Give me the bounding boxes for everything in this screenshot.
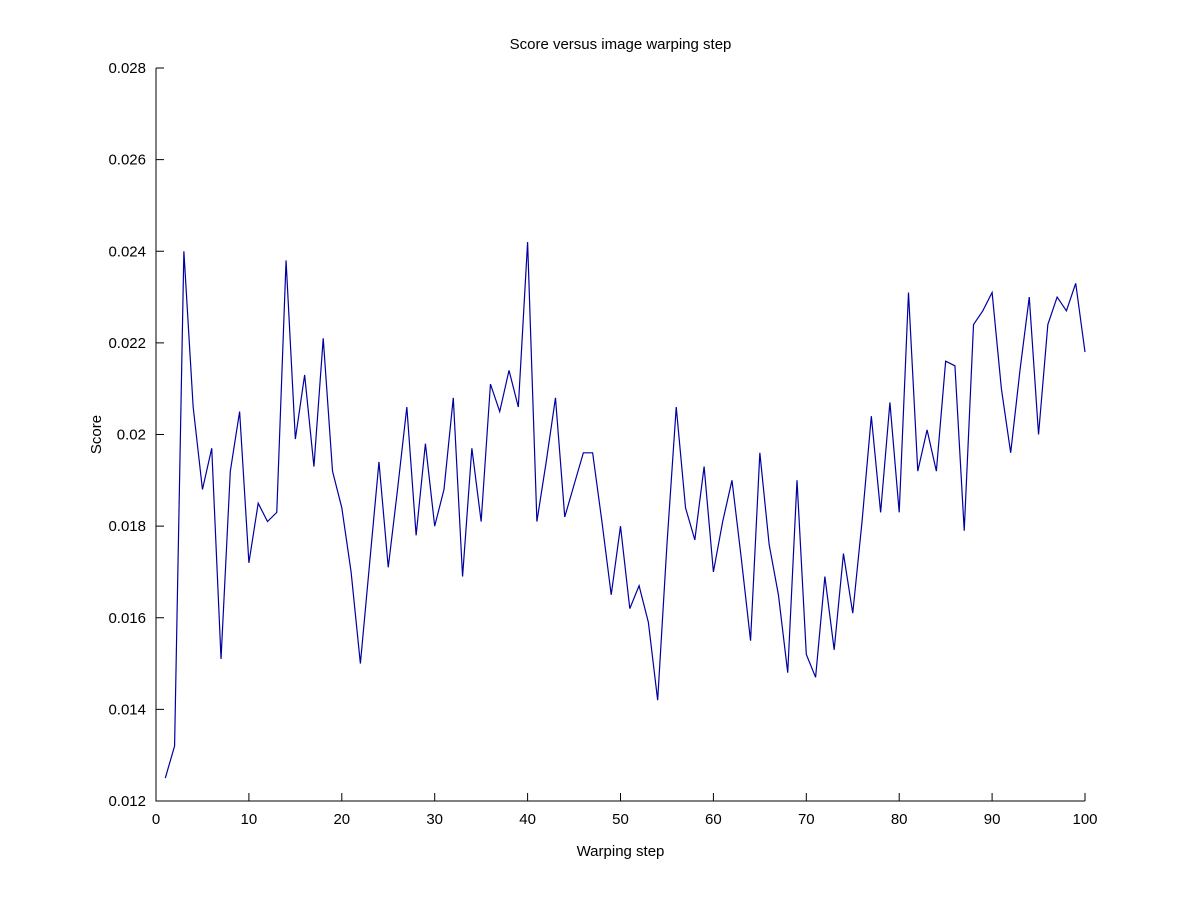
x-tick-label: 50 — [612, 811, 629, 828]
y-tick-label: 0.018 — [108, 518, 146, 535]
x-axis-ticks: 0 10 20 30 40 50 60 70 80 90 100 — [152, 793, 1098, 828]
x-tick-label: 20 — [333, 811, 350, 828]
y-tick-label: 0.012 — [108, 793, 146, 810]
y-axis-label: Score — [88, 415, 105, 454]
y-tick-label: 0.026 — [108, 152, 146, 169]
y-tick-label: 0.022 — [108, 335, 146, 352]
x-tick-label: 40 — [519, 811, 536, 828]
x-tick-label: 0 — [152, 811, 160, 828]
x-tick-label: 60 — [705, 811, 722, 828]
chart-title: Score versus image warping step — [510, 36, 732, 53]
y-tick-label: 0.02 — [117, 427, 146, 444]
y-tick-label: 0.016 — [108, 610, 146, 627]
x-tick-label: 90 — [984, 811, 1001, 828]
x-tick-label: 80 — [891, 811, 908, 828]
x-axis-label: Warping step — [577, 843, 665, 860]
y-axis-ticks: 0.012 0.014 0.016 0.018 0.02 0.022 0.024 0.026 0… — [108, 60, 164, 810]
x-tick-label: 30 — [426, 811, 443, 828]
score-data-line — [164, 242, 1086, 779]
x-tick-label: 10 — [241, 811, 258, 828]
y-tick-label: 0.024 — [108, 243, 146, 260]
x-tick-label: 100 — [1072, 811, 1097, 828]
x-tick-label: 70 — [798, 811, 815, 828]
y-tick-label: 0.028 — [108, 60, 146, 77]
y-tick-label: 0.014 — [108, 701, 146, 718]
